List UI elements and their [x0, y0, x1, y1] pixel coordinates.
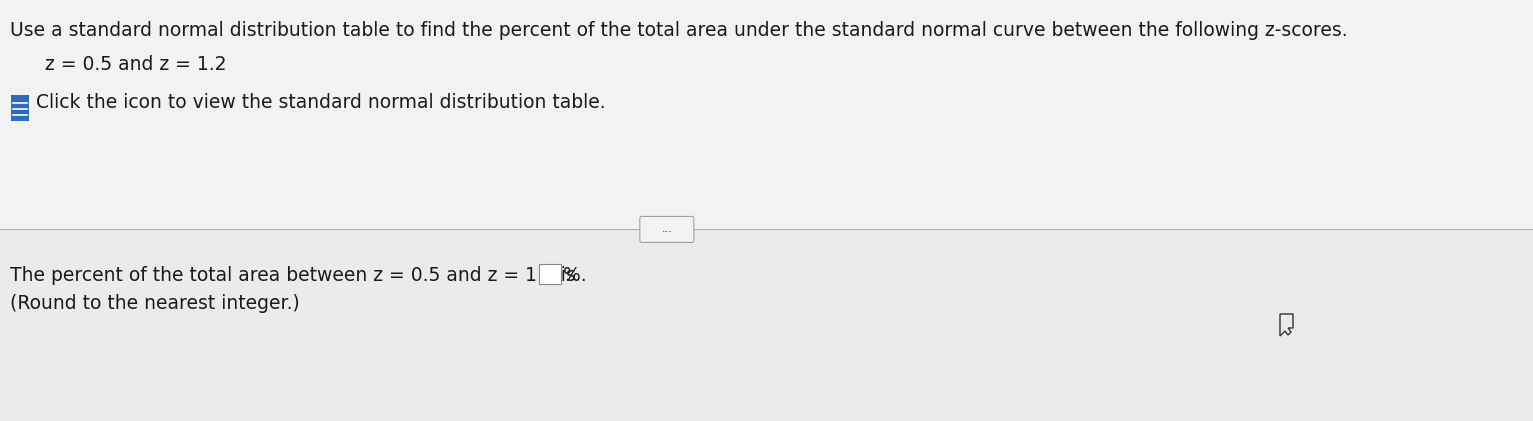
Bar — [0, 229, 1533, 421]
Bar — [540, 264, 561, 284]
Text: ...: ... — [661, 224, 673, 234]
Text: %.: %. — [563, 266, 587, 285]
Text: z = 0.5 and z = 1.2: z = 0.5 and z = 1.2 — [44, 55, 227, 74]
Text: Click the icon to view the standard normal distribution table.: Click the icon to view the standard norm… — [35, 93, 606, 112]
Text: (Round to the nearest integer.): (Round to the nearest integer.) — [11, 294, 300, 313]
Bar — [0, 0, 1533, 229]
Text: Use a standard normal distribution table to find the percent of the total area u: Use a standard normal distribution table… — [11, 21, 1348, 40]
Text: The percent of the total area between z = 0.5 and z = 1.2 is: The percent of the total area between z … — [11, 266, 576, 285]
FancyBboxPatch shape — [639, 216, 694, 242]
Polygon shape — [1280, 314, 1292, 336]
Bar — [11, 95, 29, 121]
